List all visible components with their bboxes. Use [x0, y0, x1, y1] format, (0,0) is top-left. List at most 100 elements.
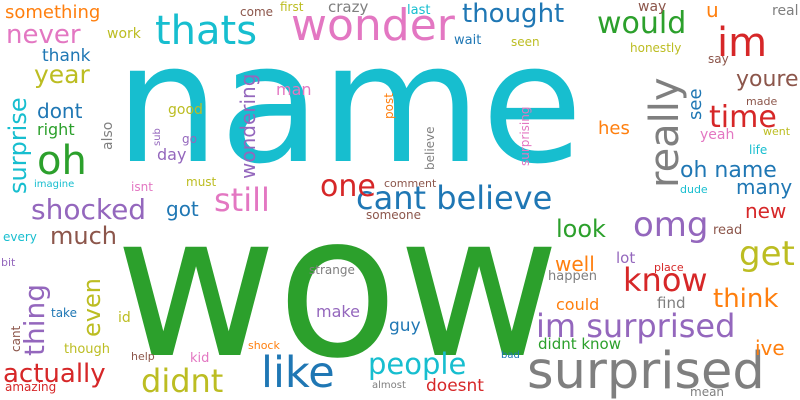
word-isnt: isnt [131, 180, 153, 194]
word-oh: oh [37, 138, 87, 184]
word-yeah: yeah [700, 127, 735, 143]
word-would: would [597, 6, 687, 41]
word-wonder: wonder [291, 0, 455, 51]
word-thing: thing [18, 283, 51, 356]
word-read: read [713, 223, 743, 238]
word-comment: comment [384, 177, 437, 190]
word-like: like [261, 348, 335, 398]
word-honestly: honestly [630, 41, 682, 55]
word-bad: bad [501, 350, 520, 361]
word-one: one [320, 169, 376, 204]
word-well: well [555, 252, 595, 276]
word-get: get [739, 234, 795, 274]
word-dont: dont [37, 99, 83, 123]
word-made: made [746, 95, 778, 108]
word-good: good [168, 102, 203, 118]
word-wow: wow [115, 171, 561, 400]
word-cant: cant [9, 325, 23, 352]
word-year: year [34, 60, 90, 89]
word-take: take [51, 306, 77, 320]
word-guy: guy [389, 316, 421, 336]
word-life: life [749, 143, 768, 157]
word-find: find [657, 294, 686, 312]
word-thats: thats [155, 8, 258, 54]
word-actually: actually [3, 359, 106, 389]
word-really: really [642, 77, 688, 188]
word-went: went [763, 125, 791, 138]
word-never: never [6, 20, 81, 50]
word-place: place [654, 261, 684, 274]
word-didnt: didnt [141, 362, 224, 400]
word-got: got [166, 197, 199, 221]
word-hes: hes [598, 118, 630, 139]
word-time: time [709, 100, 777, 135]
word-almost: almost [372, 380, 406, 391]
word-go: go [182, 132, 197, 146]
word-happen: happen [548, 269, 597, 284]
word-thank: thank [42, 46, 91, 66]
word-come: come [240, 5, 274, 19]
word-say: say [708, 52, 729, 66]
word-doesnt: doesnt [426, 376, 484, 396]
word-still: still [214, 181, 270, 219]
word-surprising: surprising [518, 106, 532, 166]
word-look: look [556, 215, 606, 243]
word-people: people [368, 347, 467, 381]
word-omg: omg [633, 205, 709, 245]
word-day: day [157, 145, 187, 164]
word-much: much [50, 222, 117, 250]
word-strange: strange [309, 263, 355, 277]
word-im-surprised: im surprised [536, 307, 736, 345]
word-though: though [64, 342, 111, 357]
word-work: work [107, 26, 141, 42]
word-way: way [638, 0, 667, 15]
word-oh-name: oh name [680, 158, 777, 183]
word-know: know [623, 261, 708, 299]
word-also: also [100, 121, 116, 150]
word-crazy: crazy [328, 0, 369, 16]
word-thought: thought [462, 0, 565, 29]
word-name: name [115, 8, 583, 200]
word-surprise: surprise [4, 97, 32, 194]
word-wondering: wondering [236, 73, 260, 179]
word-make: make [316, 302, 360, 321]
word-believe: believe [423, 126, 437, 170]
word-im: im [717, 20, 768, 66]
word-mean: mean [690, 385, 725, 399]
word-even: even [78, 278, 106, 337]
word-dude: dude [680, 183, 708, 196]
word-lot: lot [616, 249, 636, 267]
word-last: last [407, 3, 431, 18]
word-first: first [280, 0, 304, 14]
word-didnt-know: didnt know [538, 335, 622, 353]
word-something: something [5, 2, 101, 23]
word-every: every [3, 230, 37, 244]
word-cant-believe: cant believe [356, 179, 553, 217]
word-shock: shock [248, 339, 280, 352]
word-right: right [37, 120, 75, 139]
word-real: real [772, 3, 799, 19]
word-could: could [556, 295, 600, 314]
word-someone: someone [366, 208, 421, 222]
word-man: man [276, 80, 312, 99]
word-youre: youre [736, 67, 799, 92]
word-wait: wait [454, 33, 482, 48]
word-see: see [685, 88, 706, 120]
word-id: id [118, 310, 131, 326]
word-kid: kid [190, 351, 210, 366]
word-amazing: amazing [5, 380, 57, 394]
word-bit: bit [1, 256, 16, 269]
word-help: help [131, 350, 155, 363]
word-shocked: shocked [31, 193, 147, 226]
word-seen: seen [511, 35, 540, 49]
word-must: must [186, 175, 217, 189]
word-u: u [706, 0, 719, 22]
word-post: post [382, 93, 396, 119]
word-imagine: imagine [34, 179, 75, 190]
word-sub: sub [152, 128, 163, 146]
word-ive: ive [755, 336, 785, 360]
word-many: many [736, 175, 793, 199]
word-think: think [713, 284, 779, 314]
word-surprised: surprised [527, 342, 765, 400]
